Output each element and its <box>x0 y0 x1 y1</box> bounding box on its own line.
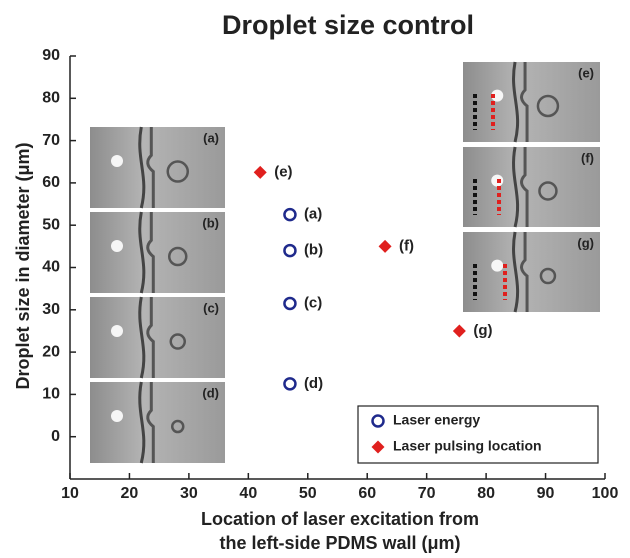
x-tick-label: 90 <box>537 485 555 502</box>
inset-label: (f) <box>581 150 594 165</box>
legend-label: Laser pulsing location <box>393 438 542 454</box>
y-tick-label: 30 <box>42 301 60 318</box>
x-tick-label: 40 <box>239 485 257 502</box>
y-tick-label: 0 <box>51 428 60 445</box>
point <box>378 239 392 253</box>
channel-wall <box>512 231 520 313</box>
point-label: (e) <box>274 163 292 180</box>
laser-spot <box>111 325 123 338</box>
photo-background <box>90 127 225 208</box>
inset-photo: (g) <box>463 231 600 313</box>
point-label: (g) <box>473 322 492 339</box>
photo-background <box>90 212 225 293</box>
x-tick-label: 20 <box>121 485 139 502</box>
channel-wall <box>138 211 146 294</box>
x-tick-label: 50 <box>299 485 317 502</box>
channel-wall <box>138 126 146 209</box>
x-tick-label: 30 <box>180 485 198 502</box>
x-tick-label: 100 <box>592 485 619 502</box>
laser-spot <box>111 410 123 423</box>
droplet <box>539 267 557 285</box>
photo-background <box>90 382 225 463</box>
inset-label: (g) <box>577 235 594 250</box>
y-tick-label: 70 <box>42 132 60 149</box>
y-tick-label: 50 <box>42 216 60 233</box>
droplet <box>169 333 186 350</box>
point <box>283 207 297 222</box>
photo-background <box>463 232 600 312</box>
x-tick-label: 10 <box>61 485 79 502</box>
y-axis-label: Droplet size in diameter (μm) <box>13 142 33 389</box>
channel-wall <box>520 147 529 227</box>
x-tick-label: 70 <box>418 485 436 502</box>
inset-photo: (f) <box>463 146 600 228</box>
legend-marker <box>371 440 385 454</box>
legend-marker <box>371 414 385 428</box>
y-tick-label: 90 <box>42 47 60 64</box>
point-label: (c) <box>304 294 322 311</box>
inset-photo: (e) <box>463 61 600 143</box>
droplet <box>171 419 185 434</box>
x-tick-label: 80 <box>477 485 495 502</box>
point-label: (f) <box>399 237 414 254</box>
point-label: (b) <box>304 242 323 259</box>
point <box>452 324 466 338</box>
y-tick-label: 80 <box>42 90 60 107</box>
x-tick-label: 60 <box>358 485 376 502</box>
point-label: (a) <box>304 206 322 223</box>
point <box>253 165 267 179</box>
inset-label: (a) <box>203 130 219 145</box>
x-axis-label: the left-side PDMS wall (μm) <box>219 533 460 553</box>
inset-label: (c) <box>203 300 219 315</box>
photo-background <box>90 297 225 378</box>
photo-background <box>463 147 600 227</box>
channel-wall <box>512 146 520 228</box>
channel-wall <box>512 61 520 143</box>
x-axis-label: Location of laser excitation from <box>201 509 479 529</box>
channel-wall <box>520 62 529 142</box>
photo-background <box>463 62 600 142</box>
laser-spot <box>111 155 123 168</box>
legend-label: Laser energy <box>393 412 480 428</box>
channel-wall <box>138 296 146 379</box>
channel-wall <box>138 381 146 464</box>
inset-photo: (b) <box>90 211 225 294</box>
channel-wall <box>146 297 155 378</box>
droplet <box>166 160 189 183</box>
channel-wall <box>146 212 155 293</box>
laser-spot <box>491 259 504 272</box>
channel-wall <box>146 382 155 463</box>
inset-label: (e) <box>578 65 594 80</box>
laser-spot <box>491 89 504 102</box>
droplet <box>536 94 560 118</box>
legend-box <box>357 405 599 464</box>
droplet <box>168 246 188 267</box>
channel-wall <box>146 127 155 208</box>
inset-photo: (c) <box>90 296 225 379</box>
inset-photo: (d) <box>90 381 225 464</box>
laser-spot <box>111 240 123 253</box>
y-tick-label: 10 <box>42 386 60 403</box>
chart-title: Droplet size control <box>222 10 474 40</box>
inset-label: (d) <box>202 385 219 400</box>
point-label: (d) <box>304 375 323 392</box>
channel-wall <box>520 232 529 312</box>
point <box>283 243 297 258</box>
y-tick-label: 60 <box>42 174 60 191</box>
point <box>283 377 297 391</box>
inset-label: (b) <box>202 215 219 230</box>
y-tick-label: 20 <box>42 343 60 360</box>
y-tick-label: 40 <box>42 259 60 276</box>
point <box>283 296 297 311</box>
inset-photo: (a) <box>90 126 225 209</box>
droplet <box>538 181 558 201</box>
